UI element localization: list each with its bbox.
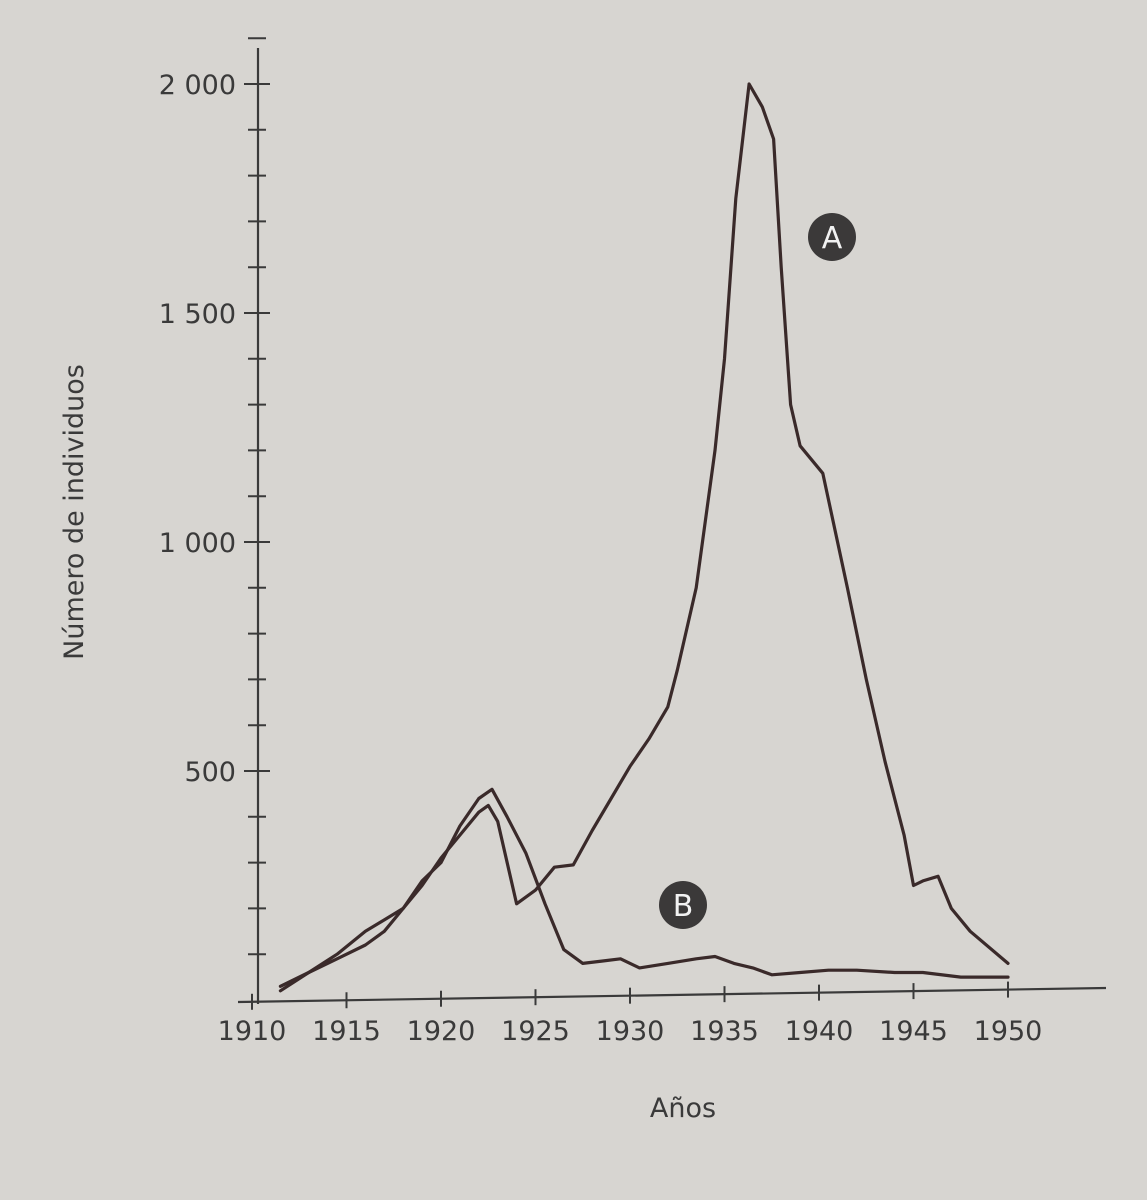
x-tick-label: 1935 bbox=[690, 1016, 759, 1047]
series-b-badge-circle bbox=[659, 881, 707, 929]
y-axis-tick-labels: 500 1 000 1 500 2 000 bbox=[159, 70, 236, 788]
series-b-badge-label: B bbox=[673, 889, 694, 924]
y-tick-label: 500 bbox=[184, 757, 236, 788]
x-tick-label: 1910 bbox=[218, 1016, 287, 1047]
x-tick-label: 1950 bbox=[974, 1016, 1043, 1047]
x-tick-label: 1945 bbox=[879, 1016, 948, 1047]
x-tick-label: 1940 bbox=[785, 1016, 854, 1047]
series-a-badge-circle bbox=[808, 213, 856, 261]
x-axis bbox=[237, 986, 1107, 1004]
y-tick-label: 1 500 bbox=[159, 299, 236, 330]
series-b-badge: B bbox=[659, 881, 707, 929]
y-tick-label: 1 000 bbox=[159, 528, 236, 559]
x-axis-title: Años bbox=[650, 1093, 716, 1124]
series-line-a bbox=[278, 82, 1010, 993]
series-a-badge-label: A bbox=[822, 221, 843, 256]
series-line-b bbox=[278, 787, 1010, 988]
x-tick-label: 1930 bbox=[596, 1016, 665, 1047]
series-a-badge: A bbox=[808, 213, 856, 261]
y-tick-label: 2 000 bbox=[159, 70, 236, 101]
x-tick-label: 1915 bbox=[312, 1016, 381, 1047]
x-axis-tick-labels: 1910 1915 1920 1925 1930 1935 1940 1945 1950 bbox=[218, 1016, 1043, 1047]
x-tick-label: 1925 bbox=[501, 1016, 570, 1047]
series-lines bbox=[278, 82, 1010, 993]
y-axis-title: Número de individuos bbox=[59, 364, 90, 660]
x-tick-label: 1920 bbox=[407, 1016, 476, 1047]
